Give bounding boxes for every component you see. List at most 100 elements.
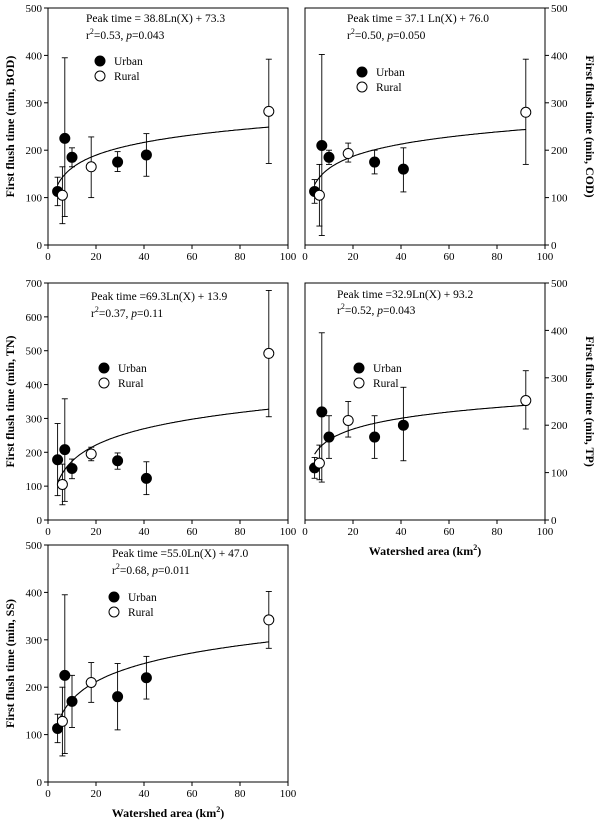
panel-tn: 0 20 40 60 80 100 0 100 200 300 400 500 600 700 First … xyxy=(3,278,297,538)
y-tick-label: 300 xyxy=(26,98,43,110)
point-urban xyxy=(112,691,124,703)
x-tick-label: 40 xyxy=(396,526,408,538)
x-tick-label: 80 xyxy=(235,526,247,538)
fit-curve xyxy=(314,404,526,455)
y-tick-label: 300 xyxy=(551,373,568,385)
y-tick-label: 100 xyxy=(26,481,43,493)
plot-frame xyxy=(304,7,546,246)
y-tick-label: 400 xyxy=(551,325,568,337)
x-tick-label: 40 xyxy=(139,788,151,800)
fit-curve xyxy=(57,126,269,186)
x-tick-label: 100 xyxy=(280,251,297,263)
point-urban xyxy=(369,156,381,168)
point-rural xyxy=(56,189,68,201)
y-tick-label: 500 xyxy=(26,346,43,358)
x-tick-label: 0 xyxy=(45,788,51,800)
x-tick-label: 80 xyxy=(235,251,247,263)
y-axis-label: First flush time (min, COD) xyxy=(583,55,597,197)
x-tick-label: 40 xyxy=(396,251,408,263)
point-urban xyxy=(52,454,64,466)
point-urban xyxy=(316,406,328,418)
x-tick-label: 60 xyxy=(187,526,199,538)
y-tick-label: 400 xyxy=(26,380,43,392)
point-urban xyxy=(59,444,71,456)
x-tick-label: 0 xyxy=(45,526,51,538)
point-urban xyxy=(112,156,124,168)
y-axis-label: First flush time (min, SS) xyxy=(3,599,17,728)
point-urban xyxy=(66,695,78,707)
legend-label-urban: Urban xyxy=(114,56,143,68)
legend-marker-urban xyxy=(353,362,365,374)
x-tick-label: 20 xyxy=(91,251,103,263)
point-urban xyxy=(323,431,335,443)
y-tick-label: 400 xyxy=(551,50,568,62)
panel-bod: 0 20 40 60 80 100 0 100 200 300 400 500 First flush … xyxy=(3,3,297,263)
x-tick-label: 0 xyxy=(302,526,308,538)
y-tick-label: 500 xyxy=(551,278,568,290)
legend-label-rural: Rural xyxy=(118,378,144,390)
fit-stats: r2=0.68, p=0.011 xyxy=(112,562,190,577)
x-tick-label: 20 xyxy=(348,526,360,538)
fit-stats: r2=0.37, p=0.11 xyxy=(91,305,163,320)
x-tick-label: 0 xyxy=(45,251,51,263)
point-urban xyxy=(323,151,335,163)
fit-equation: Peak time =69.3Ln(X) + 13.9 xyxy=(91,291,228,303)
point-urban xyxy=(316,139,328,151)
x-tick-label: 60 xyxy=(187,788,199,800)
y-tick-label: 500 xyxy=(551,3,568,15)
point-rural xyxy=(85,676,97,688)
y-tick-label: 0 xyxy=(551,515,557,527)
legend-label-rural: Rural xyxy=(376,82,402,94)
legend-marker-rural xyxy=(356,81,368,93)
legend-label-rural: Rural xyxy=(373,378,399,390)
point-urban xyxy=(59,132,71,144)
x-tick-label: 60 xyxy=(444,251,456,263)
y-tick-label: 300 xyxy=(551,98,568,110)
legend-marker-rural xyxy=(353,377,365,389)
legend-label-urban: Urban xyxy=(118,363,147,375)
y-tick-label: 200 xyxy=(26,682,43,694)
x-tick-label: 100 xyxy=(537,251,554,263)
point-urban xyxy=(112,455,124,467)
point-rural xyxy=(342,148,354,160)
y-tick-label: 200 xyxy=(551,420,568,432)
y-tick-label: 500 xyxy=(26,3,43,15)
y-tick-label: 100 xyxy=(551,468,568,480)
y-tick-label: 0 xyxy=(551,240,557,252)
legend-label-rural: Rural xyxy=(128,607,154,619)
fit-stats: r2=0.50, p=0.050 xyxy=(347,27,426,42)
legend-label-urban: Urban xyxy=(376,67,405,79)
y-axis-label: First flush time (min, TP) xyxy=(583,336,597,467)
point-rural xyxy=(263,614,275,626)
x-tick-label: 100 xyxy=(280,526,297,538)
point-urban xyxy=(59,669,71,681)
point-rural xyxy=(56,715,68,727)
legend-label-rural: Rural xyxy=(114,71,140,83)
legend-marker-urban xyxy=(98,362,110,374)
y-tick-label: 0 xyxy=(37,515,43,527)
point-rural xyxy=(263,105,275,117)
fit-equation: Peak time = 37.1 Ln(X) + 76.0 xyxy=(347,13,489,25)
y-tick-label: 300 xyxy=(26,635,43,647)
x-tick-label: 60 xyxy=(444,526,456,538)
y-tick-label: 0 xyxy=(37,777,43,789)
plot-frame xyxy=(47,544,289,783)
point-rural xyxy=(520,395,532,407)
point-urban xyxy=(140,472,152,484)
x-tick-label: 40 xyxy=(139,526,151,538)
y-tick-label: 300 xyxy=(26,413,43,425)
point-rural xyxy=(520,106,532,118)
point-urban xyxy=(397,419,409,431)
point-urban xyxy=(140,672,152,684)
point-rural xyxy=(313,189,325,201)
x-tick-label: 20 xyxy=(91,526,103,538)
fit-curve xyxy=(57,408,269,484)
x-axis-label: Watershed area (km2) xyxy=(112,805,224,820)
y-tick-label: 100 xyxy=(26,193,43,205)
y-tick-label: 200 xyxy=(26,447,43,459)
legend-label-urban: Urban xyxy=(373,363,402,375)
point-rural xyxy=(342,414,354,426)
